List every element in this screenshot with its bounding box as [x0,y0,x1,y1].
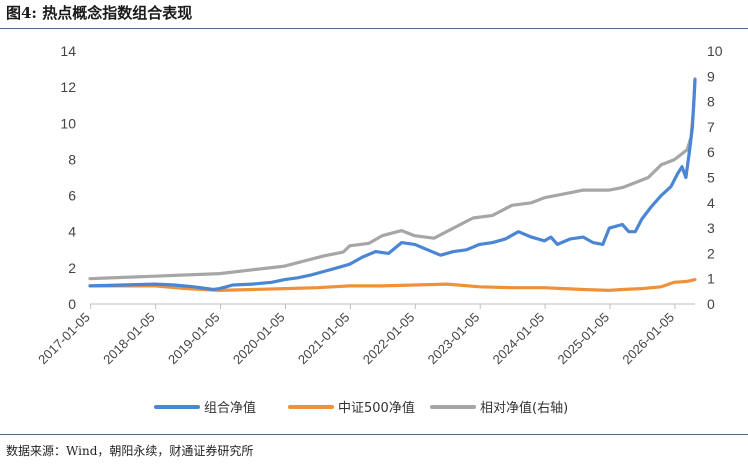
x-axis-tick-label: 2023-01-05 [425,310,483,368]
x-axis-tick-label: 2025-01-05 [555,310,613,368]
right-axis-tick-label: 1 [707,271,715,287]
x-axis-tick-label: 2024-01-05 [490,310,548,368]
legend-label: 相对净值(右轴) [480,400,568,416]
series-line-3 [88,77,697,281]
left-axis-tick-label: 4 [68,224,76,240]
legend-label: 中证500净值 [338,400,415,416]
chart-title: 图4: 热点概念指数组合表现 [6,4,193,22]
right-axis-tick-label: 0 [707,296,715,312]
right-axis-tick-label: 2 [707,245,715,261]
left-axis-tick-label: 12 [60,79,76,95]
x-axis-tick-label: 2026-01-05 [619,310,677,368]
x-axis-tick-label: 2020-01-05 [230,310,288,368]
left-axis-tick-label: 8 [68,151,76,167]
x-axis-tick-label: 2018-01-05 [100,310,158,368]
right-axis-tick-label: 3 [707,220,715,236]
legend: 组合净值 中证500净值 相对净值(右轴) [154,400,568,416]
left-axis-tick-label: 2 [68,260,76,276]
right-axis-tick-label: 9 [707,68,715,84]
series-lines [88,77,697,292]
top-divider [0,28,748,29]
right-axis-tick-label: 7 [707,119,715,135]
series-line-1 [88,78,697,292]
right-axis-tick-label: 5 [707,170,715,186]
right-axis-tick-label: 6 [707,144,715,160]
left-axis-tick-label: 10 [60,115,76,131]
left-axis-tick-label: 0 [68,296,76,312]
right-axis-tick-label: 4 [707,195,715,211]
source-note: 数据来源：Wind，朝阳永续，财通证券研究所 [6,444,254,458]
x-axis-tick-label: 2017-01-05 [35,310,93,368]
right-axis-tick-label: 10 [707,43,723,59]
x-axis-tick-label: 2021-01-05 [295,310,353,368]
left-axis-tick-label: 14 [60,43,76,59]
right-axis-tick-label: 8 [707,94,715,110]
left-axis-tick-label: 6 [68,188,76,204]
x-axis-tick-label: 2022-01-05 [360,310,418,368]
x-axis-tick-label: 2019-01-05 [165,310,223,368]
legend-label: 组合净值 [204,400,256,416]
bottom-divider [0,434,748,435]
